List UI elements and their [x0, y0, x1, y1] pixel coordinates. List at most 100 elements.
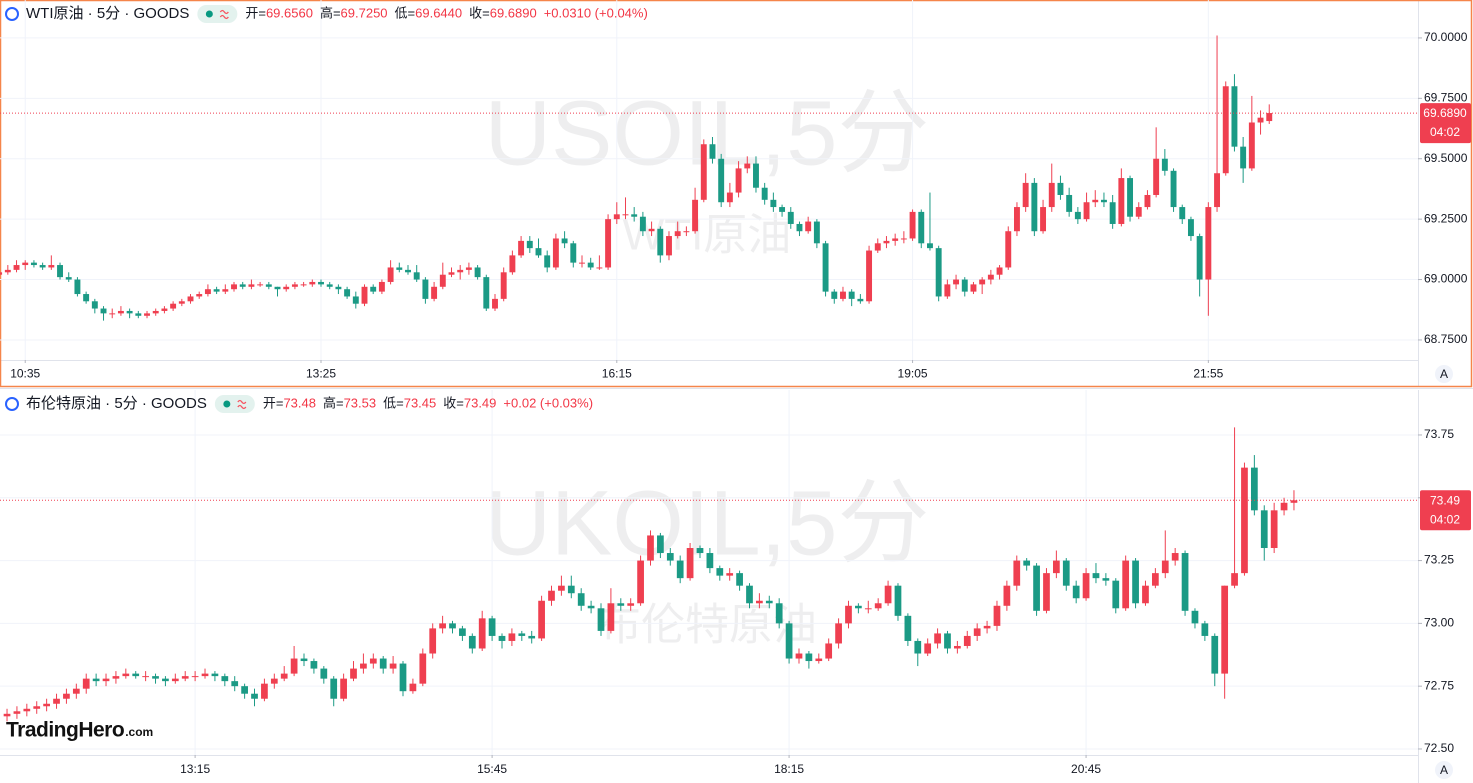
candle-body: [647, 535, 654, 561]
candle-body: [577, 593, 585, 606]
candle-body: [631, 214, 638, 217]
candle-body: [1221, 585, 1229, 674]
candle-body: [518, 240, 525, 256]
candle-body: [617, 603, 625, 606]
candle-body: [1270, 510, 1278, 549]
candle-body: [1201, 623, 1209, 636]
candle-body: [716, 568, 724, 576]
candle-body: [4, 269, 11, 273]
candle-body: [1266, 113, 1273, 122]
candle-body: [746, 585, 753, 604]
candle-body: [178, 301, 185, 304]
candle-body: [152, 676, 159, 679]
candle-body: [666, 553, 674, 561]
y-tick-label: 69.2500: [1424, 211, 1468, 225]
candle-body: [1240, 146, 1247, 169]
candle-body: [270, 678, 278, 684]
last-price-box: [1420, 490, 1471, 531]
candle-body: [112, 676, 120, 679]
legend-text: 73.49: [464, 395, 497, 410]
candle-body: [987, 274, 994, 280]
candle-body: [1181, 553, 1189, 611]
candle-body: [419, 653, 427, 684]
candle-body: [761, 187, 768, 200]
candle-body: [864, 608, 872, 610]
candle-body: [350, 668, 357, 679]
candle-body: [1031, 182, 1038, 232]
candle-body: [570, 243, 577, 263]
candle-body: [170, 303, 177, 309]
candle-body: [1191, 610, 1199, 624]
plot-area: UKOIL,5分布伦特原油72.5072.7573.0073.2573.5073…: [0, 390, 1471, 779]
candle-body: [204, 289, 211, 295]
candle-body: [696, 548, 704, 554]
legend-text: 高=: [320, 5, 341, 20]
candle-body: [187, 296, 194, 302]
y-tick-label: 72.50: [1424, 741, 1454, 755]
candle-body: [1257, 117, 1264, 123]
scale-button[interactable]: [1435, 761, 1453, 779]
candle-body: [387, 267, 394, 282]
legend-text: 低=: [383, 395, 404, 410]
candle-body: [1250, 467, 1258, 511]
symbol-icon: [5, 7, 19, 21]
candle-body: [378, 281, 385, 292]
legend-text: 收=: [469, 5, 490, 20]
candle-body: [756, 600, 763, 604]
candle-body: [196, 294, 203, 297]
candle-body: [535, 248, 542, 256]
candle-body: [241, 686, 248, 694]
candle-body: [361, 286, 368, 304]
countdown: 04:02: [1430, 125, 1460, 139]
candle-body: [1214, 173, 1221, 208]
scale-button-label[interactable]: A: [1440, 367, 1448, 381]
candle-body: [1013, 560, 1021, 586]
candle-body: [132, 673, 140, 677]
candle-body: [1280, 502, 1288, 511]
candle-body: [561, 238, 568, 244]
legend-text: 开=: [245, 5, 266, 20]
x-tick-label: 13:15: [180, 762, 210, 776]
status-dot: [223, 400, 231, 408]
x-tick-label: 16:15: [602, 367, 632, 381]
candle-body: [866, 250, 873, 302]
legend-text: WTI原油 · 5分 · GOODS: [26, 5, 189, 22]
candle-body: [500, 272, 507, 299]
scale-button-label[interactable]: A: [1440, 763, 1448, 777]
candle-body: [369, 658, 377, 664]
candle-body: [1102, 578, 1110, 581]
candle-body: [248, 284, 255, 287]
candle-body: [102, 678, 110, 682]
candle-body: [605, 219, 612, 268]
x-tick-label: 19:05: [898, 367, 928, 381]
scale-button[interactable]: [1435, 365, 1453, 383]
candle-body: [775, 603, 783, 624]
candle-body: [488, 618, 496, 636]
candle-body: [983, 625, 991, 629]
candle-body: [53, 698, 60, 704]
candle-body: [934, 633, 941, 644]
candle-body: [280, 673, 288, 679]
candle-body: [181, 676, 189, 679]
legend-text: 69.7250: [341, 5, 388, 20]
last-price-box: [1420, 103, 1471, 144]
candle-body: [161, 308, 168, 311]
candle-body: [795, 653, 803, 659]
candle-body: [686, 548, 694, 579]
legend-text: +0.0310 (+0.04%): [544, 5, 648, 20]
candle-body: [993, 605, 1001, 626]
candle-body: [92, 678, 100, 682]
candle-body: [785, 623, 793, 659]
x-tick-label: 15:45: [477, 762, 507, 776]
candle-body: [607, 603, 615, 631]
candle-body: [845, 605, 852, 624]
candle-body: [883, 240, 890, 244]
candle-body: [666, 236, 672, 256]
candle-body: [222, 289, 229, 292]
candle-body: [1260, 510, 1268, 549]
candle-body: [0, 272, 3, 275]
candle-body: [126, 310, 133, 314]
candle-body: [1122, 560, 1130, 609]
candle-body: [1014, 207, 1020, 232]
candle-body: [448, 272, 455, 275]
